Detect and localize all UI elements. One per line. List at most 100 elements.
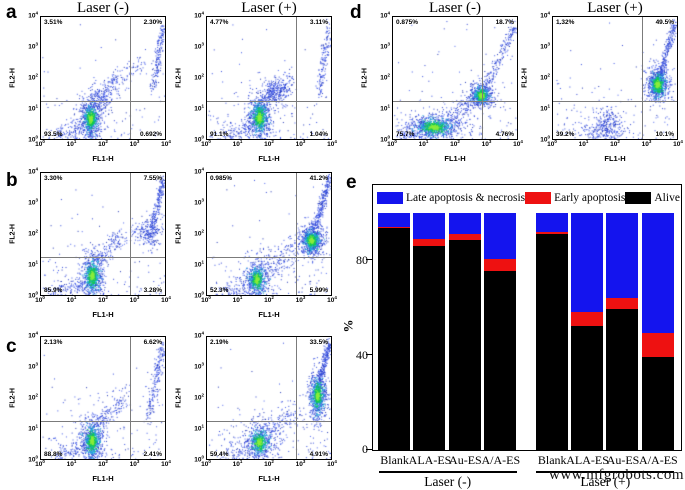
legend-label: Early apoptosis [554, 192, 626, 204]
bar-segment [641, 333, 674, 358]
axis-tick-label: 101 [194, 259, 204, 269]
y-axis-ticks: 104 103 102 101 100 [18, 167, 40, 300]
bar-chart-legend: Late apoptosis & necrosis Early apoptosis… [374, 186, 680, 210]
plot-frame: 1.32% 49.5% 39.2% 10.1% [552, 16, 678, 140]
axis-tick-label: 100 [28, 454, 38, 464]
flow-plot-body: FL2-H 104 103 102 101 100 0.985% 41.2% 52.3% 5.99… [174, 167, 332, 300]
axis-tick-label: 100 [380, 134, 390, 144]
quadrant-percent-upper-left: 0.875% [396, 19, 419, 26]
legend-swatch [377, 192, 403, 204]
bar-segment [571, 213, 603, 312]
axis-tick-label: 100 [540, 134, 550, 144]
bar-segment [378, 228, 410, 450]
axis-tick-label: 100 [35, 138, 45, 148]
axis-tick-label: 101 [232, 458, 243, 468]
axis-tick-label: 103 [129, 458, 140, 468]
quadrant-line-horizontal [393, 101, 517, 103]
quadrant-line-vertical [296, 337, 298, 459]
bar-segment [378, 226, 410, 229]
quadrant-percent-upper-right: 7.55% [143, 175, 162, 182]
quadrant-percent-lower-right: 1.04% [309, 131, 328, 138]
axis-tick-label: 100 [201, 294, 211, 304]
quadrant-line-horizontal [207, 257, 331, 259]
axis-tick-label: 102 [194, 228, 204, 238]
quadrant-line-vertical [296, 173, 298, 295]
bar-segment [484, 213, 517, 260]
panel-a: a Laser (-) FL2-H 104 103 102 101 100 3.51% 2.30… [0, 0, 348, 168]
bar-ala-es [571, 213, 603, 450]
y-axis-label-text: FL2-H [175, 224, 183, 244]
y-tick-label: 0 [362, 442, 368, 457]
bar-segment [413, 238, 446, 247]
x-axis-label: FL1-H [258, 154, 280, 163]
bar-segment [606, 213, 639, 298]
axis-tick-label: 100 [28, 290, 38, 300]
quadrant-line-vertical [642, 17, 644, 139]
axis-tick-label: 102 [450, 138, 460, 148]
axis-tick-label: 103 [295, 138, 306, 148]
axis-tick-label: 104 [194, 10, 204, 20]
axis-tick-label: 103 [641, 138, 652, 148]
quadrant-line-vertical [130, 337, 132, 459]
axis-tick-label: 104 [161, 458, 171, 468]
quadrant-percent-lower-left: 91.1% [210, 131, 229, 138]
axis-tick-label: 103 [295, 458, 306, 468]
scatter-canvas [41, 173, 165, 295]
quadrant-percent-lower-right: 3.28% [143, 287, 162, 294]
axis-tick-label: 101 [540, 103, 550, 113]
y-axis-label-text: FL2-H [175, 68, 183, 88]
quadrant-line-horizontal [553, 101, 677, 103]
bar-chart-y-axis-label: % [340, 319, 356, 333]
axis-tick-label: 104 [673, 138, 683, 148]
axis-tick-label: 104 [327, 458, 337, 468]
axis-tick-label: 100 [194, 454, 204, 464]
quadrant-percent-upper-left: 1.32% [556, 19, 575, 26]
legend-label: Late apoptosis & necrosis [406, 192, 526, 204]
quadrant-percent-upper-right: 33.5% [309, 339, 328, 346]
y-axis-label: FL2-H [174, 172, 184, 296]
quadrant-line-horizontal [41, 257, 165, 259]
bar-segment [413, 246, 446, 450]
bar-segment [641, 357, 674, 450]
quadrant-line-horizontal [207, 101, 331, 103]
legend-swatch [625, 192, 652, 204]
category-label: Au-ES [606, 453, 640, 467]
y-tick-label: 80 [356, 252, 368, 267]
axis-tick-label: 100 [35, 458, 45, 468]
x-axis-ticks: 100 101 102 103 104 [547, 138, 683, 151]
x-axis-label: FL1-H [258, 474, 280, 483]
flow-plot-body: FL2-H 104 103 102 101 100 1.32% 49.5% 39.2% 10.1% [520, 10, 678, 144]
x-axis-ticks: 100 101 102 103 104 [201, 138, 337, 151]
flow-plot-body: FL2-H 104 103 102 101 100 3.51% 2.30% 93.5% 0.692… [8, 11, 166, 144]
group-underline [378, 471, 517, 473]
y-axis-label: FL2-H [174, 16, 184, 140]
x-axis-label: FL1-H [92, 310, 114, 319]
plot-condition-title: Laser (-) [76, 0, 130, 16]
axis-tick-label: 102 [194, 72, 204, 82]
quadrant-percent-upper-right: 18.7% [495, 19, 514, 26]
axis-tick-label: 102 [264, 294, 274, 304]
quadrant-percent-upper-left: 2.19% [210, 339, 229, 346]
quadrant-line-vertical [130, 17, 132, 139]
quadrant-line-horizontal [41, 421, 165, 423]
panel-e: e % Late apoptosis & necrosis Early apopt… [340, 168, 685, 490]
bar-a/a-es [484, 213, 517, 450]
quadrant-percent-lower-left: 39.2% [556, 131, 575, 138]
axis-tick-label: 103 [129, 138, 140, 148]
axis-tick-label: 101 [194, 103, 204, 113]
category-label: A/A-ES [639, 453, 678, 467]
axis-tick-label: 100 [28, 134, 38, 144]
bar-a/a-es [641, 213, 674, 450]
bar-segment [413, 213, 446, 239]
x-axis-ticks: 100 101 102 103 104 [35, 458, 171, 471]
legend-item: Alive cell [625, 192, 680, 204]
axis-tick-label: 103 [481, 138, 492, 148]
y-axis-label: FL2-H [8, 336, 18, 460]
axis-tick-label: 102 [264, 458, 274, 468]
quadrant-percent-upper-right: 49.5% [655, 19, 674, 26]
axis-tick-label: 102 [610, 138, 620, 148]
panel-b: b FL2-H 104 103 102 101 100 3.30% 7.55% 85.9% 3.2… [0, 167, 348, 334]
quadrant-percent-lower-left: 52.3% [210, 287, 229, 294]
axis-tick-label: 104 [540, 10, 550, 20]
